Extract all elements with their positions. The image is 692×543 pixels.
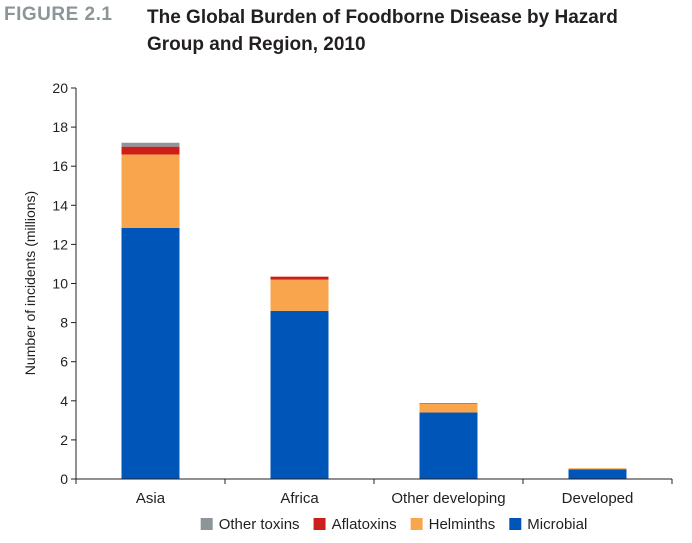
- legend-label: Aflatoxins: [332, 516, 397, 533]
- bar-segment-helminths: [121, 154, 180, 228]
- y-tick-label: 20: [52, 80, 68, 96]
- y-tick-label: 18: [52, 119, 68, 135]
- bar-segment-helminths: [568, 468, 627, 470]
- bars: [121, 142, 627, 479]
- bar-segment-aflatoxins: [419, 403, 478, 404]
- figure-label: FIGURE 2.1: [4, 4, 113, 25]
- y-tick-label: 14: [52, 197, 68, 213]
- y-tick-label: 12: [52, 236, 68, 252]
- bar-segment-helminths: [270, 279, 329, 311]
- bar-segment-aflatoxins: [121, 146, 180, 155]
- bar-segment-microbial: [419, 412, 478, 479]
- x-axis: Asia Africa Other developing Developed: [75, 478, 673, 507]
- x-category-label: Africa: [280, 490, 319, 507]
- bar-segment-other-toxins: [121, 142, 180, 147]
- legend-label: Other toxins: [219, 516, 300, 533]
- y-tick-label: 2: [60, 432, 68, 448]
- bar-segment-microbial: [121, 227, 180, 479]
- bar-segment-aflatoxins: [270, 276, 329, 280]
- y-axis: 0 2 4 6 8 10 12 14 16 18 20: [52, 80, 77, 487]
- y-axis-title: Number of incidents (millions): [22, 191, 38, 375]
- x-category-label: Developed: [562, 490, 634, 507]
- y-tick-label: 0: [60, 471, 68, 487]
- legend: Other toxins Aflatoxins Helminths Microbial: [200, 516, 587, 533]
- bar-segment-microbial: [568, 469, 627, 479]
- figure-title: The Global Burden of Foodborne Disease b…: [147, 7, 618, 55]
- y-tick-label: 6: [60, 354, 68, 370]
- legend-label: Helminths: [429, 516, 496, 533]
- legend-swatch-microbial: [509, 518, 522, 530]
- y-tick-label: 16: [52, 158, 68, 174]
- y-tick-label: 4: [60, 393, 68, 409]
- legend-swatch-helminths: [410, 518, 423, 530]
- y-axis-title-group: Number of incidents (millions): [22, 191, 38, 375]
- x-category-label: Asia: [136, 490, 166, 507]
- legend-label: Microbial: [527, 516, 587, 533]
- bar-segment-microbial: [270, 310, 329, 479]
- y-tick-label: 8: [60, 315, 68, 331]
- legend-swatch-aflatoxins: [313, 518, 326, 530]
- y-tick-label: 10: [52, 276, 68, 292]
- legend-swatch-other-toxins: [200, 518, 213, 530]
- x-category-label: Other developing: [391, 490, 505, 507]
- bar-segment-helminths: [419, 403, 478, 413]
